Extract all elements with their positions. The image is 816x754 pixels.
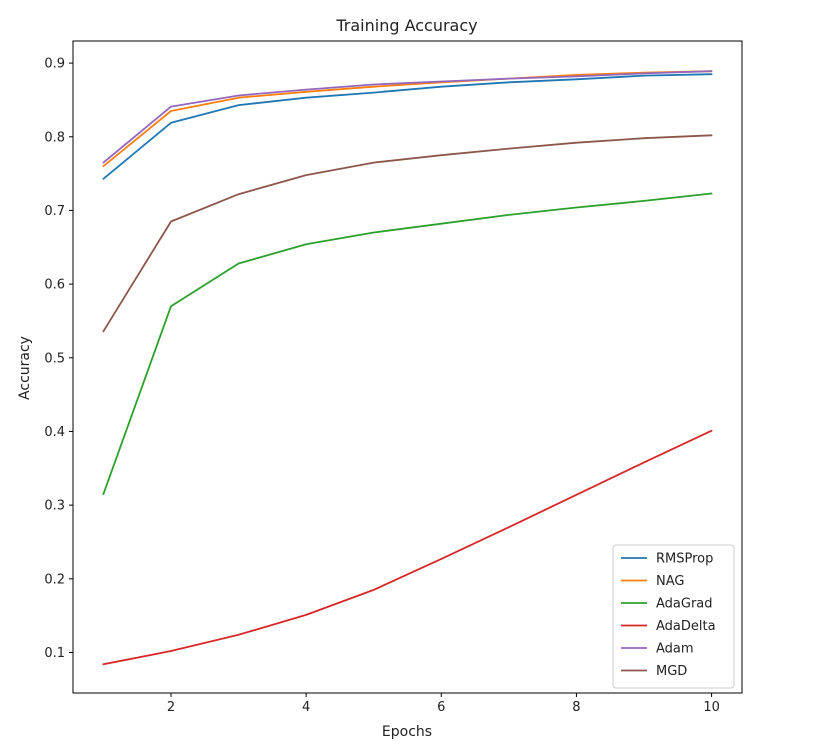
legend-label-adagrad: AdaGrad: [656, 597, 713, 612]
chart-title: Training Accuracy: [335, 16, 477, 35]
legend-label-rmsprop: RMSProp: [656, 552, 713, 567]
plot-area: 2 4 6 8 10 0.1 0.2 0.3 0.4 0.5 0.6 0.7 0.8 0.9 RMSProp…: [44, 40, 743, 715]
legend-label-mgd: MGD: [656, 664, 687, 679]
series-line-rmsprop: [102, 73, 713, 180]
y-tick-label: 0.5: [44, 351, 65, 366]
y-tick-label: 0.3: [44, 499, 65, 514]
y-tick-label: 0.6: [44, 278, 65, 293]
series-line-adadelta: [102, 429, 713, 666]
y-tick-label: 0.1: [44, 646, 65, 661]
series-line-mgd: [102, 134, 713, 333]
y-tick-label: 0.4: [44, 425, 65, 440]
legend-label-nag: NAG: [656, 574, 684, 589]
axes-frame: [72, 40, 743, 694]
x-tick-label: 8: [572, 700, 580, 715]
y-tick-label: 0.2: [44, 572, 65, 587]
y-tick-label: 0.9: [44, 57, 65, 72]
legend-label-adadelta: AdaDelta: [656, 619, 716, 634]
x-tick-label: 2: [167, 700, 175, 715]
x-tick-label: 4: [302, 700, 310, 715]
series-line-adam: [102, 70, 713, 164]
y-tick-label: 0.7: [44, 204, 65, 219]
x-tick-label: 10: [703, 700, 720, 715]
x-axis-label: Epochs: [382, 724, 432, 740]
y-axis-label: Accuracy: [17, 336, 33, 400]
x-tick-label: 6: [437, 700, 445, 715]
series-line-nag: [102, 70, 713, 168]
legend-label-adam: Adam: [656, 642, 694, 657]
series-line-adagrad: [102, 192, 713, 496]
y-tick-label: 0.8: [44, 130, 65, 145]
